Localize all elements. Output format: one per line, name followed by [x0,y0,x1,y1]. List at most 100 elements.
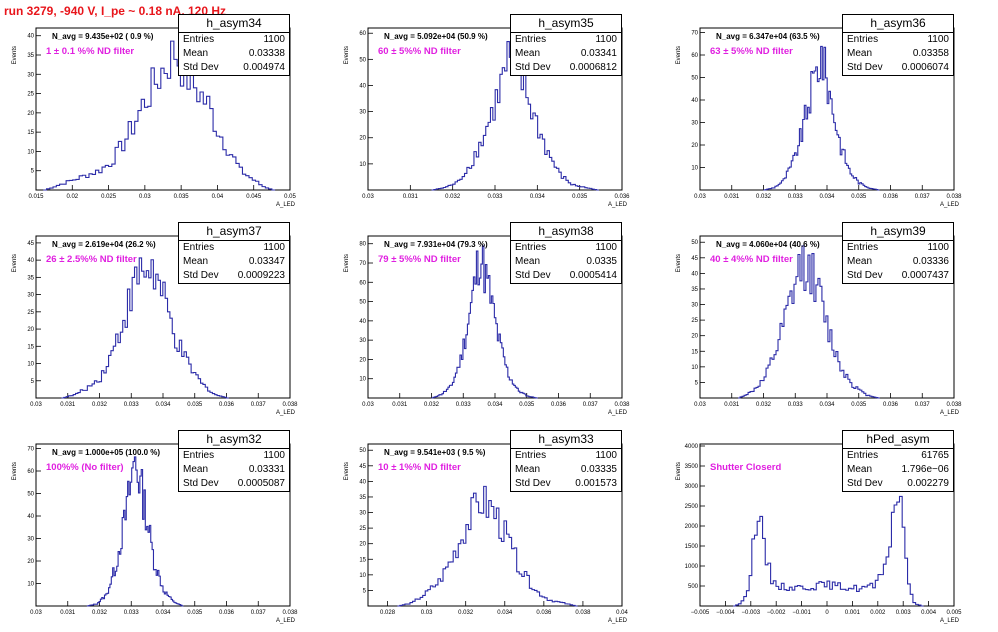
y-tick-label: 2500 [685,504,699,510]
stats-row-mean: Mean 0.03358 [843,47,953,61]
stats-key: Mean [183,48,209,59]
histogram-panel-hPed_asym: 500 1000 1500 2000 2500 3000 3500 4000 −0.005 −0.… [664,424,996,632]
y-axis-label: Events [344,254,350,272]
y-axis-label: Events [676,462,682,480]
histogram-svg: 5 10 15 20 25 30 35 40 0.015 0.02 0.025 0.03 0.035 0.… [12,27,296,208]
stats-value: 1100 [595,34,617,45]
filter-label: 60 ± 5%% ND filter [378,46,461,57]
x-tick-label: 0.005 [946,610,962,616]
x-tick-label: 0.045 [246,194,262,200]
y-tick-label: 5 [31,169,35,175]
x-tick-label: 0.036 [536,610,552,616]
y-axis-label: Events [676,254,682,272]
y-tick-label: 35 [27,53,34,59]
x-tick-label: 0.03 [694,194,706,200]
stats-key: Std Dev [183,62,219,73]
stats-key: Entries [183,242,215,253]
stats-row-entries: Entries 1100 [179,33,289,47]
y-tick-label: 10 [359,377,366,383]
stats-key: Entries [847,450,879,461]
stats-key: Mean [847,464,873,475]
x-tick-label: 0.031 [724,194,740,200]
x-tick-label: 0.04 [212,194,224,200]
y-tick-label: 30 [359,338,366,344]
x-tick-label: 0.033 [487,194,503,200]
x-tick-label: 0.038 [614,402,630,408]
stats-value: 61765 [921,450,949,461]
y-tick-label: 20 [691,334,698,340]
stats-row-entries: Entries 61765 [843,449,953,463]
x-tick-label: 0.015 [28,194,44,200]
stats-value: 1100 [263,34,285,45]
x-axis-label: A_LED [276,618,296,624]
navg-label: N_avg = 1.000e+05 (100.0 %) [52,448,161,457]
x-tick-label: 0.036 [219,402,235,408]
stats-row-entries: Entries 1100 [511,449,621,463]
stats-key: Mean [847,256,873,267]
stats-row-mean: Mean 0.03341 [511,47,621,61]
x-tick-label: 0.03 [362,402,374,408]
x-tick-label: 0.004 [921,610,937,616]
y-axis-label: Events [344,46,350,64]
x-tick-label: 0.034 [819,402,835,408]
y-tick-label: 500 [688,584,699,590]
y-tick-label: 3500 [685,464,699,470]
y-tick-label: 40 [27,258,34,264]
stats-key: Std Dev [847,270,883,281]
x-tick-label: 0.032 [756,194,772,200]
stats-key: Std Dev [515,270,551,281]
x-tick-label: 0.031 [60,402,76,408]
y-tick-label: 10 [359,162,366,168]
x-tick-label: 0.03 [362,194,374,200]
histogram-name: h_asym36 [843,15,953,33]
histogram-svg: 5 10 15 20 25 30 35 40 45 50 0.03 0.031 0.032 0.033 0.… [676,235,962,416]
stats-box: h_asym32 Entries 1100 Mean 0.03331 Std Dev 0.0… [178,430,290,492]
x-tick-label: −0.004 [716,610,735,616]
stats-key: Std Dev [847,62,883,73]
histogram-svg: 5 10 15 20 25 30 35 40 45 0.03 0.031 0.032 0.033 0.03… [12,235,298,416]
filter-label: 79 ± 5%% ND filter [378,254,461,265]
stats-row-std-dev: Std Dev 0.002279 [843,477,953,491]
histogram-panel-h_asym35: 10 20 30 40 50 60 0.03 0.031 0.032 0.033 0.034 0.03… [332,8,664,216]
filter-label: 63 ± 5%% ND filter [710,46,793,57]
x-tick-label: 0.031 [403,194,419,200]
y-tick-label: 50 [359,448,366,454]
stats-box: hPed_asym Entries 61765 Mean 1.796e−06 Std De… [842,430,954,492]
y-tick-label: 60 [359,280,366,286]
filter-label: 10 ± 1%% ND filter [378,462,461,473]
x-tick-label: 0.04 [616,610,628,616]
y-tick-label: 15 [691,349,698,355]
stats-box: h_asym34 Entries 1100 Mean 0.03338 Std Dev 0.0… [178,14,290,76]
x-tick-label: 0.036 [551,402,567,408]
x-tick-label: 0.038 [282,402,298,408]
x-tick-label: 0.002 [870,610,886,616]
x-tick-label: 0.032 [424,402,440,408]
x-axis-label: A_LED [276,410,296,416]
histogram-svg: 500 1000 1500 2000 2500 3000 3500 4000 −0.005 −0.… [676,443,962,624]
x-tick-label: 0.032 [445,194,461,200]
x-tick-label: 0.038 [282,610,298,616]
stats-value: 0.03341 [580,48,617,59]
histogram-name: h_asym34 [179,15,289,33]
y-tick-label: 2000 [685,524,699,530]
x-axis-label: A_LED [608,410,628,416]
x-axis-label: A_LED [940,202,960,208]
x-tick-label: 0.035 [174,194,190,200]
y-tick-label: 30 [27,293,34,299]
x-tick-label: 0.03 [421,610,433,616]
y-tick-label: 10 [27,149,34,155]
stats-key: Mean [515,256,541,267]
stats-key: Std Dev [183,478,219,489]
x-tick-label: 0.036 [614,194,630,200]
navg-label: N_avg = 9.541e+03 ( 9.5 %) [384,448,486,457]
histogram-line [763,45,880,191]
filter-label: 26 ± 2.5%% ND filter [46,254,137,265]
x-tick-label: 0.03 [30,610,42,616]
stats-row-mean: Mean 0.03335 [511,463,621,477]
y-tick-label: 25 [359,526,366,532]
histogram-svg: 10 20 30 40 50 60 0.03 0.031 0.032 0.033 0.034 0.03… [344,27,630,208]
x-tick-label: 0.03 [30,402,42,408]
stats-key: Entries [847,242,879,253]
x-tick-label: −0.002 [767,610,786,616]
y-tick-label: 10 [691,365,698,371]
